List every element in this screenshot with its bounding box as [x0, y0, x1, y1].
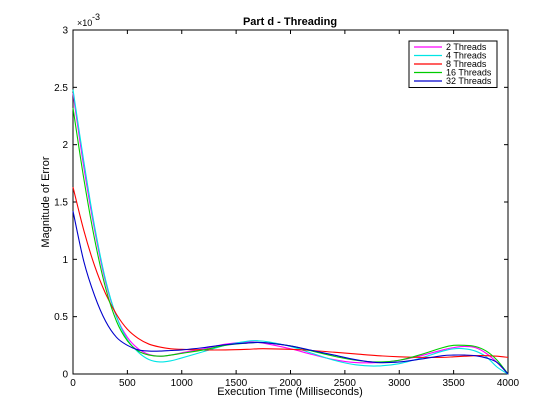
- ticks: 0 500 1000 1500 2000 2500 3000 3500 4000 0 0.5 1 1.5…: [54, 26, 519, 390]
- x-tick-label: 0: [70, 378, 76, 389]
- legend-label: 2 Threads: [446, 42, 487, 52]
- x-tick-label: 2000: [279, 378, 302, 389]
- x-tick-label: 1000: [171, 378, 194, 389]
- series-line: [72, 186, 509, 358]
- x-tick-label: 3000: [388, 378, 411, 389]
- chart-title: Part d - Threading: [243, 16, 337, 28]
- y-tick-label: 2.5: [54, 83, 68, 94]
- x-tick-label: 1500: [225, 378, 248, 389]
- y-tick-label: 0.5: [54, 312, 68, 323]
- x-tick-label: 2500: [334, 378, 357, 389]
- y-scale-exponent: -3: [92, 12, 100, 22]
- y-tick-label: 1.5: [54, 198, 68, 209]
- series-line: [72, 211, 509, 375]
- y-axis-label: Magnitude of Error: [40, 156, 52, 247]
- legend-label: 32 Threads: [446, 76, 492, 86]
- x-axis-label: Execution Time (Milliseconds): [217, 386, 363, 398]
- x-tick-label: 3500: [443, 378, 466, 389]
- series-lines: [72, 89, 509, 375]
- legend-label: 16 Threads: [446, 68, 492, 78]
- y-tick-label: 0: [62, 370, 68, 381]
- y-tick-label: 2: [62, 140, 68, 151]
- y-tick-label: 1: [62, 255, 68, 266]
- legend-label: 8 Threads: [446, 59, 487, 69]
- y-scale-label: ×10: [77, 18, 92, 28]
- x-tick-label: 500: [119, 378, 136, 389]
- x-tick-label: 4000: [497, 378, 520, 389]
- legend-label: 4 Threads: [446, 51, 487, 61]
- y-tick-label: 3: [62, 26, 68, 37]
- series-line: [72, 89, 509, 375]
